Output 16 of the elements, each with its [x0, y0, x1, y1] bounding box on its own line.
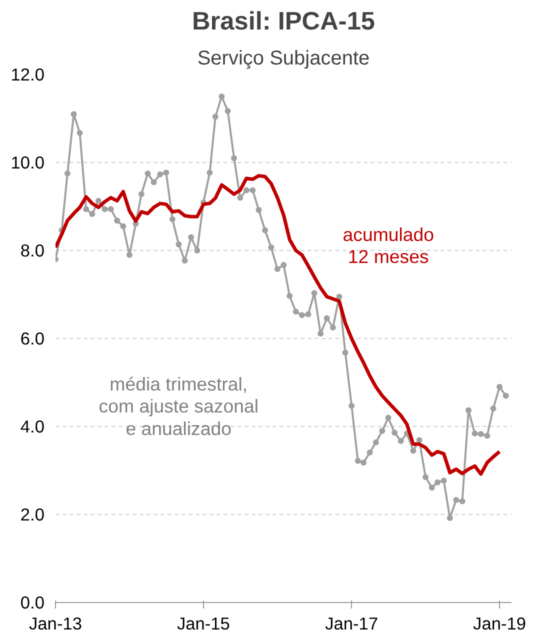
x-tick-label: Jan-15: [176, 614, 230, 634]
y-tick-label: 10.0: [10, 152, 45, 172]
line-series: [56, 174, 502, 476]
y-tick-label: 2.0: [20, 504, 45, 524]
x-tick-label: Jan-17: [325, 614, 378, 634]
x-tick-label: Jan-19: [473, 614, 526, 634]
y-tick-label: 6.0: [20, 328, 45, 348]
y-tick-label: 4.0: [20, 416, 45, 436]
text: média trimestral, com ajuste sazonal e anualizado: [98, 374, 258, 439]
y-tick-label: 8.0: [20, 240, 45, 260]
chart-subtitle: Serviço Subjacente: [197, 48, 370, 70]
chart-title: Brasil: IPCA-15: [192, 8, 376, 36]
series-label: acumulado 12 meses: [342, 224, 434, 268]
y-tick-label: 12.0: [10, 64, 45, 84]
y-tick-label: 0.0: [20, 592, 45, 612]
x-tick-label: Jan-13: [29, 614, 82, 634]
